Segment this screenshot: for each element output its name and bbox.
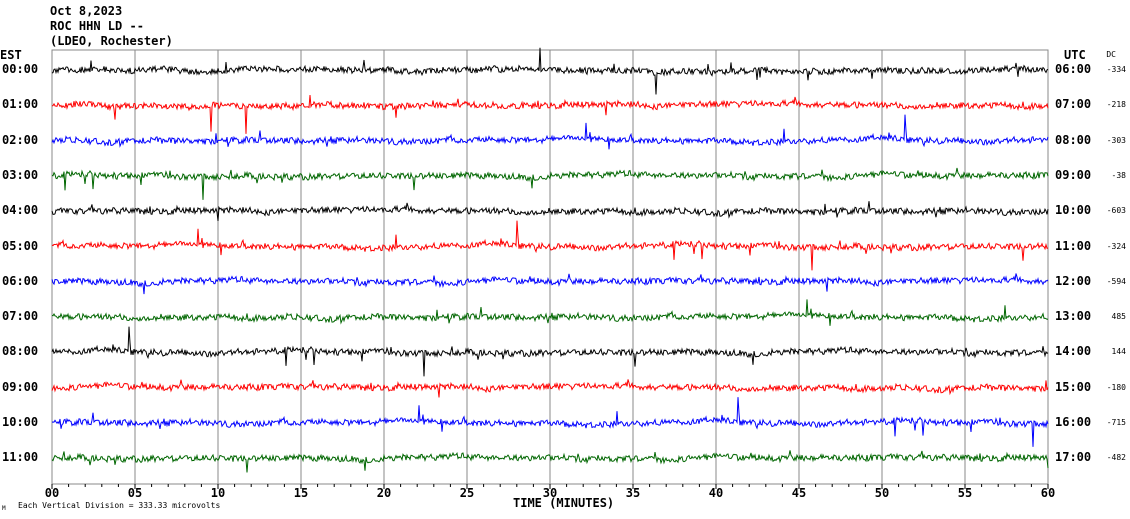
dc-offset-value: -303 xyxy=(1106,135,1126,145)
dc-offset-value: 485 xyxy=(1111,312,1126,322)
x-tick-label: 50 xyxy=(874,486,890,500)
x-tick-label: 30 xyxy=(542,486,558,500)
x-tick-label: 55 xyxy=(957,486,973,500)
x-tick-label: 00 xyxy=(44,486,60,500)
utc-hour-label: 11:00 xyxy=(1055,238,1092,253)
utc-hour-label: 12:00 xyxy=(1055,273,1092,288)
est-hour-label: 04:00 xyxy=(2,203,39,218)
utc-hour-label: 17:00 xyxy=(1055,450,1092,465)
seismic-trace xyxy=(51,220,1048,271)
dc-offset-value: -334 xyxy=(1106,65,1126,74)
seismic-trace xyxy=(51,379,1049,398)
x-tick-label: 25 xyxy=(459,486,475,500)
scale-note: Each Vertical Division = 333.33 microvol… xyxy=(18,501,221,510)
seismic-trace xyxy=(51,273,1049,295)
dc-offset-value: -38 xyxy=(1111,170,1126,180)
utc-hour-label: 16:00 xyxy=(1055,415,1092,429)
x-tick-label: 05 xyxy=(127,486,143,500)
utc-hour-label: 08:00 xyxy=(1055,132,1092,147)
est-hour-label: 08:00 xyxy=(2,344,39,359)
dc-offset-value: -180 xyxy=(1106,382,1126,392)
x-tick-label: 35 xyxy=(625,486,641,500)
seismic-trace xyxy=(51,450,1049,473)
utc-hour-label: 14:00 xyxy=(1055,344,1092,359)
est-hour-label: 11:00 xyxy=(2,450,39,465)
est-hour-label: 09:00 xyxy=(2,379,39,394)
seismic-trace xyxy=(51,201,1049,222)
utc-hour-label: 09:00 xyxy=(1055,167,1092,182)
station-label: ROC HHN LD -- xyxy=(50,19,144,33)
seismic-trace xyxy=(51,397,1049,447)
seismic-trace xyxy=(51,167,1049,200)
utc-label: UTC xyxy=(1064,48,1086,62)
x-tick-label: 60 xyxy=(1040,486,1056,500)
seismic-trace xyxy=(51,326,1049,377)
est-hour-label: 00:00 xyxy=(2,62,39,76)
seismic-trace xyxy=(51,47,1049,95)
dc-header: DC xyxy=(1106,50,1116,59)
dc-offset-value: -594 xyxy=(1106,276,1126,286)
est-hour-label: 05:00 xyxy=(2,238,39,253)
x-tick-label: 10 xyxy=(210,486,226,500)
dc-offset-value: -324 xyxy=(1106,241,1126,251)
dc-offset-value: -218 xyxy=(1106,100,1126,110)
utc-hour-label: 15:00 xyxy=(1055,379,1092,394)
date-label: Oct 8,2023 xyxy=(50,4,123,18)
x-tick-label: 45 xyxy=(791,486,807,500)
x-axis-title: TIME (MINUTES) xyxy=(513,496,615,510)
corner-mark: M xyxy=(2,505,6,512)
dc-offset-value: -482 xyxy=(1106,453,1126,463)
network-label: (LDEO, Rochester) xyxy=(50,34,173,48)
est-hour-label: 01:00 xyxy=(2,97,39,112)
est-hour-label: 07:00 xyxy=(2,309,39,324)
est-label: EST xyxy=(0,48,22,62)
utc-hour-label: 10:00 xyxy=(1055,203,1092,218)
seismic-trace xyxy=(51,94,1049,134)
est-hour-label: 02:00 xyxy=(2,132,39,147)
x-tick-label: 20 xyxy=(376,486,392,500)
est-hour-label: 06:00 xyxy=(2,273,39,288)
x-tick-label: 15 xyxy=(293,486,309,500)
dc-offset-value: -603 xyxy=(1106,206,1126,216)
seismic-trace xyxy=(51,114,1049,150)
est-hour-label: 10:00 xyxy=(2,415,39,429)
utc-hour-label: 06:00 xyxy=(1055,62,1092,76)
utc-hour-label: 13:00 xyxy=(1055,309,1092,324)
dc-offset-value: -715 xyxy=(1106,418,1126,427)
seismic-trace xyxy=(51,299,1049,326)
dc-offset-value: 144 xyxy=(1111,347,1126,357)
x-tick-label: 40 xyxy=(708,486,724,500)
est-hour-label: 03:00 xyxy=(2,167,39,182)
utc-hour-label: 07:00 xyxy=(1055,97,1092,112)
